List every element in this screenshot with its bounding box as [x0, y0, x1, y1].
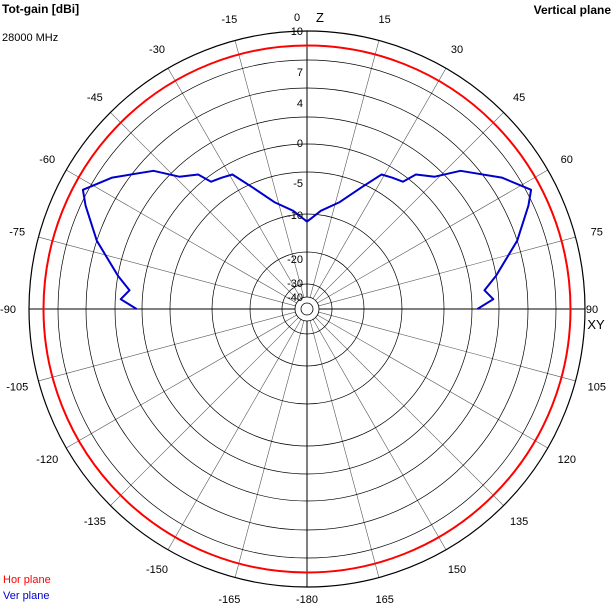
angle-label: -90	[0, 304, 16, 316]
spoke-line	[309, 318, 380, 578]
spoke-line	[38, 311, 298, 382]
angle-label: -45	[87, 92, 103, 104]
angle-label: 150	[448, 564, 466, 576]
angle-label: -75	[9, 226, 25, 238]
radial-tick-label: -20	[287, 254, 303, 266]
polar-grid	[28, 30, 586, 588]
spoke-line	[167, 68, 303, 301]
angle-label: 90	[586, 304, 598, 316]
grid-ring	[249, 251, 365, 367]
angle-label: 120	[558, 454, 576, 466]
frequency-label: 28000 MHz	[2, 32, 59, 44]
angle-label: -15	[221, 14, 237, 26]
grid-ring	[169, 171, 445, 447]
grid-ring	[114, 116, 500, 502]
spoke-line	[315, 169, 548, 305]
polar-labels: 10 7 4 0 -5 -10 -20 -30 -40 0 15 30 45 60 75 90 105 120 13…	[0, 10, 606, 606]
angle-label: 60	[561, 154, 573, 166]
radial-tick-label: 4	[297, 98, 303, 110]
grid-ring	[85, 87, 529, 531]
xy-axis-label: XY	[587, 317, 605, 332]
radial-tick-label: -40	[287, 292, 303, 304]
grid-ring	[211, 213, 403, 405]
angle-label: 0	[294, 12, 300, 24]
plane-label: Vertical plane	[533, 3, 611, 17]
spoke-line	[313, 315, 504, 506]
ver-plane-series	[81, 169, 533, 310]
angle-label: 105	[588, 382, 606, 394]
radial-tick-label: 7	[297, 67, 303, 79]
spoke-line	[316, 236, 576, 307]
angle-label: -60	[39, 154, 55, 166]
center-dot	[300, 302, 314, 316]
angle-label: 15	[379, 14, 391, 26]
spoke-line	[309, 40, 380, 300]
angle-label: -105	[6, 382, 28, 394]
legend-hor-plane: Hor plane	[3, 574, 51, 586]
spoke-line	[167, 317, 303, 550]
hor-plane-series	[42, 44, 572, 574]
angle-label: 30	[451, 44, 463, 56]
grid-ring	[141, 143, 473, 475]
legend-ver-plane: Ver plane	[3, 590, 50, 602]
spoke-line	[110, 315, 301, 506]
angle-label: -165	[218, 594, 240, 606]
grid-ring	[28, 30, 586, 588]
spoke-line	[66, 313, 299, 449]
spoke-line	[38, 236, 298, 307]
angle-label: 135	[510, 516, 528, 528]
ver-plane-curve	[81, 169, 533, 310]
spoke-line	[311, 68, 447, 301]
angle-label: 45	[513, 92, 525, 104]
angle-label: 75	[591, 226, 603, 238]
spoke-line	[110, 112, 301, 303]
spoke-line	[66, 169, 299, 305]
z-axis-label: Z	[316, 10, 324, 25]
spoke-line	[313, 112, 504, 303]
angle-label: -30	[149, 44, 165, 56]
grid-ring	[57, 59, 557, 559]
angle-label: -180	[296, 594, 318, 606]
angle-label: 165	[375, 594, 393, 606]
spoke-line	[234, 40, 305, 300]
spoke-line	[316, 311, 576, 382]
radial-tick-label: 10	[291, 26, 303, 38]
grid-ring	[281, 283, 333, 335]
angle-label: -120	[36, 454, 58, 466]
chart-title: Tot-gain [dBi]	[2, 2, 80, 16]
radial-tick-label: 0	[297, 138, 303, 150]
spoke-line	[315, 313, 548, 449]
spoke-line	[311, 317, 447, 550]
radial-tick-label: -5	[293, 178, 303, 190]
angle-label: -135	[84, 516, 106, 528]
angle-label: -150	[146, 564, 168, 576]
spoke-line	[234, 318, 305, 578]
hor-plane-curve	[42, 44, 572, 574]
radial-tick-label: -30	[287, 278, 303, 290]
radial-tick-label: -10	[287, 210, 303, 222]
